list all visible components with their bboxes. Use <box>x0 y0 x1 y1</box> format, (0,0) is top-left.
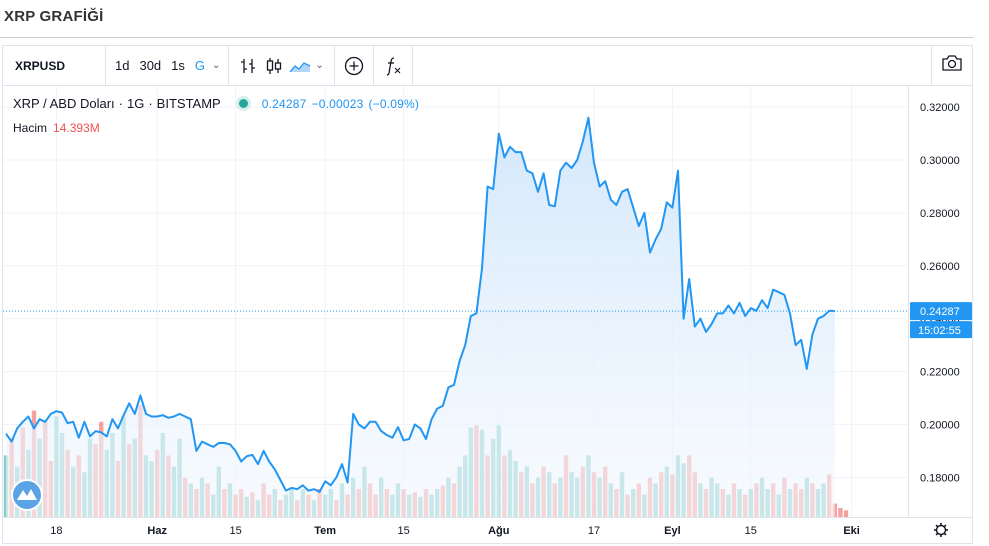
volume-legend: Hacim 14.393M <box>13 121 100 135</box>
countdown-label <box>910 321 972 339</box>
x-tick-label: Eyl <box>664 525 681 537</box>
candles-chart-icon[interactable] <box>261 53 287 79</box>
chart-toolbar: XRPUSD 1d 30d 1s G ⌄ ⌄ <box>3 46 972 86</box>
volume-label: Hacim <box>13 121 48 135</box>
legend-interval: 1G <box>126 96 145 111</box>
symbol-search[interactable]: XRPUSD <box>3 46 106 85</box>
interval-1s[interactable]: 1s <box>171 58 185 73</box>
y-tick-label: 0.20000 <box>920 419 960 431</box>
price-line <box>5 116 835 493</box>
last-price-text: 0.24287 <box>920 306 960 318</box>
symbol-label: XRPUSD <box>15 58 66 73</box>
x-tick-label: Haz <box>147 525 167 537</box>
price-chart[interactable]: 0.320000.300000.280000.260000.240000.220… <box>3 86 972 544</box>
x-tick-label: 17 <box>588 525 600 537</box>
add-indicator-icon[interactable] <box>341 53 367 79</box>
volume-bar <box>3 455 9 517</box>
chart-style-group: ⌄ <box>229 46 335 85</box>
y-tick-label: 0.22000 <box>920 367 960 379</box>
y-tick-label: 0.28000 <box>920 208 960 220</box>
interval-dropdown-caret[interactable]: ⌄ <box>212 60 221 71</box>
market-status-icon <box>238 99 248 108</box>
last-price-label <box>910 302 972 321</box>
interval-selector: 1d 30d 1s G ⌄ <box>106 46 230 85</box>
legend-pair: XRP / ABD Doları <box>13 96 115 111</box>
y-tick-label: 0.32000 <box>920 102 960 114</box>
chart-style-dropdown-caret[interactable]: ⌄ <box>315 60 324 71</box>
x-tick-label: 15 <box>397 525 409 537</box>
legend-change-pct: (−0.09%) <box>368 96 420 111</box>
volume-bar <box>843 510 849 517</box>
gear-icon[interactable] <box>934 523 948 537</box>
area-chart-icon[interactable] <box>287 53 313 79</box>
y-tick-label: 0.18000 <box>920 472 960 484</box>
snapshot-button[interactable] <box>931 46 972 85</box>
x-tick-label: Tem <box>314 525 336 537</box>
page-title: XRP GRAFİĞİ <box>4 8 104 25</box>
camera-icon <box>941 54 963 77</box>
chart-widget: XRPUSD 1d 30d 1s G ⌄ ⌄ <box>2 45 973 544</box>
interval-30d[interactable]: 30d <box>139 58 162 73</box>
legend-last: 0.24287 <box>261 96 307 111</box>
volume-value: 14.393M <box>53 121 100 135</box>
title-divider <box>0 37 974 38</box>
price-area <box>6 117 835 517</box>
x-tick-label: 18 <box>50 525 62 537</box>
indicator-group <box>335 46 374 85</box>
x-tick-label: Eki <box>843 525 860 537</box>
volume-bar <box>838 508 843 517</box>
interval-1d[interactable]: 1d <box>115 58 130 73</box>
legend-change: −0.00023 <box>311 96 364 111</box>
x-tick-label: 15 <box>745 525 757 537</box>
tradingview-logo-icon[interactable] <box>11 479 43 511</box>
interval-g[interactable]: G <box>194 58 206 73</box>
series-legend: XRP / ABD Doları · 1G · BITSTAMP 0.24287… <box>13 96 420 111</box>
bars-chart-icon[interactable] <box>235 53 261 79</box>
x-tick-label: 15 <box>229 525 241 537</box>
fx-group <box>374 46 413 85</box>
legend-exchange: BITSTAMP <box>156 96 221 111</box>
countdown-text: 15:02:55 <box>918 325 961 337</box>
y-tick-label: 0.30000 <box>920 155 960 167</box>
fx-indicator-icon[interactable] <box>380 53 406 79</box>
y-tick-label: 0.26000 <box>920 261 960 273</box>
x-tick-label: Ağu <box>488 525 509 537</box>
